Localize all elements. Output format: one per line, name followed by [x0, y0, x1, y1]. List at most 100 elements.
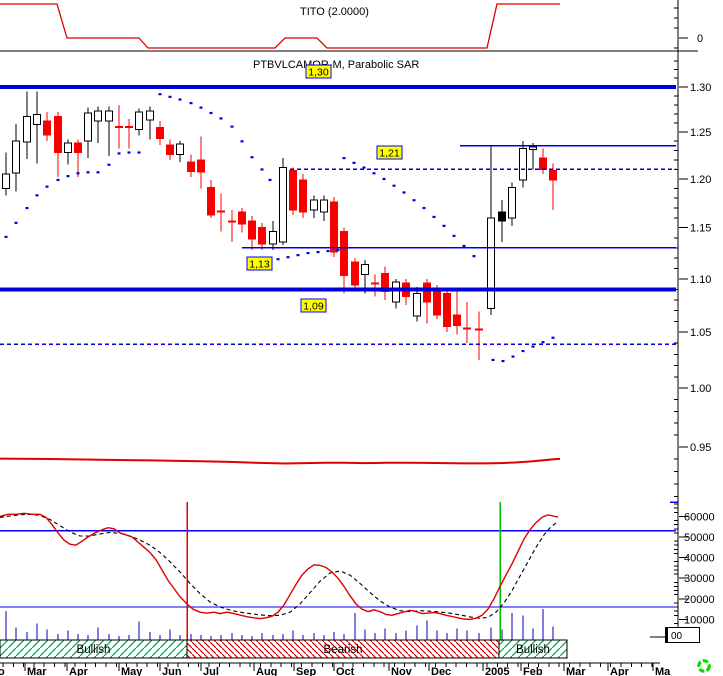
ribbon-label: Bullish	[77, 644, 111, 656]
sar-dot	[362, 166, 366, 169]
sar-dot	[158, 93, 162, 96]
candlestick	[115, 126, 123, 129]
sar-dot	[240, 140, 244, 143]
sar-dot	[452, 234, 456, 237]
sar-dot	[268, 178, 272, 182]
month-label: Apr	[610, 666, 630, 676]
tito-step-line	[0, 3, 560, 49]
indicator-thresholds	[0, 530, 676, 608]
price-axis: 0.95 1.00 1.05 1.10 1.15 1.20 1.25 1.30	[674, 60, 711, 497]
candlestick	[508, 187, 516, 219]
candlestick	[487, 217, 495, 309]
volume-bars	[5, 609, 554, 640]
price-axis-label: 1.25	[690, 127, 711, 139]
parabolic-sar-dots	[4, 93, 555, 363]
price-flag[interactable]: 1,21	[376, 145, 403, 160]
candlestick	[12, 140, 20, 174]
sar-dot	[286, 256, 290, 259]
month-label: o	[0, 666, 5, 676]
indicator-axis-label: 60000	[684, 511, 715, 523]
candlestick	[43, 120, 51, 136]
sar-dot	[382, 177, 386, 181]
price-flag[interactable]: 1,30	[305, 64, 332, 79]
ribbon-label: Bearish	[324, 644, 363, 656]
sar-dot	[336, 248, 340, 252]
candlestick	[351, 261, 359, 286]
price-flag[interactable]: 1,09	[300, 298, 327, 313]
indicator-axis-label: 50000	[684, 532, 715, 544]
price-flag-label: 1,13	[249, 259, 270, 271]
price-flag[interactable]: 1,13	[246, 256, 273, 271]
candlestick	[156, 126, 164, 139]
sar-dot	[168, 95, 172, 98]
price-flags[interactable]: 1,30 1,21 1,13 1,09	[246, 64, 403, 313]
sar-dot	[326, 249, 330, 253]
candlestick	[228, 220, 236, 223]
sar-dot	[189, 102, 193, 105]
candlestick	[84, 112, 92, 142]
top-axis: 0	[674, 7, 703, 49]
price-axis-label: 1.20	[690, 174, 711, 186]
sar-dot	[250, 156, 254, 159]
candlestick	[279, 166, 287, 243]
candlestick	[248, 220, 256, 240]
month-axis: o Mar Apr May Jun Jul Aug Sep Oct Nov Dec 2005 Feb Ma…	[0, 662, 671, 676]
sar-dot	[25, 206, 29, 210]
sar-dot	[230, 125, 234, 128]
sar-dot	[107, 163, 111, 166]
candlestick	[176, 143, 184, 155]
candlestick	[2, 173, 10, 189]
candlestick	[269, 231, 277, 245]
price-axis-label: 1.00	[690, 383, 711, 395]
candlestick	[135, 111, 143, 130]
price-flag-label: 1,21	[379, 148, 400, 160]
candlestick	[146, 110, 154, 121]
candlestick	[453, 314, 461, 327]
price-flag-box[interactable]	[300, 298, 327, 313]
ribbon-label: Bullish	[516, 644, 550, 656]
sar-dot	[45, 185, 49, 188]
sar-dot	[392, 184, 396, 187]
candlestick	[197, 159, 205, 173]
candlestick	[207, 187, 215, 216]
status-icon[interactable]	[697, 659, 711, 673]
counter-box-value: 00	[671, 631, 683, 642]
candlestick	[475, 328, 483, 331]
sar-dot	[35, 194, 39, 197]
indicator-lines	[0, 512, 559, 621]
sar-dot	[422, 206, 426, 210]
price-flag-box[interactable]	[305, 64, 332, 79]
sar-dot	[276, 258, 280, 261]
price-flag-box[interactable]	[376, 145, 403, 160]
sar-dot	[56, 178, 60, 182]
sar-dot	[306, 251, 310, 255]
counter-box-edge	[665, 627, 668, 643]
price-axis-label: 1.30	[690, 82, 711, 94]
sar-dot	[442, 224, 446, 227]
pane-frame	[0, 0, 698, 627]
candlestick	[433, 287, 441, 316]
price-flag-label: 1,30	[308, 67, 329, 79]
month-label: Jun	[162, 666, 182, 676]
month-label: Aug	[256, 666, 277, 676]
month-label: Oct	[336, 666, 355, 676]
indicator-axis-label: 10000	[684, 614, 715, 626]
support-resistance-lines	[0, 85, 676, 345]
sar-dot	[511, 355, 515, 358]
candlestick	[340, 231, 348, 277]
green-ring-icon[interactable]	[697, 659, 711, 673]
price-pane-title[interactable]: PTBVLCAMOR-M, Parabolic SAR	[253, 59, 420, 71]
price-flag-box[interactable]	[246, 256, 273, 271]
candlestick	[371, 282, 379, 285]
price-axis-label: 1.15	[690, 223, 711, 235]
month-label: Mar	[27, 666, 47, 676]
candlestick	[187, 161, 195, 172]
sar-dot	[531, 345, 535, 348]
candlestick	[33, 114, 41, 126]
candlestick	[423, 282, 431, 303]
month-label: Apr	[69, 666, 89, 676]
top-pane-title[interactable]: TITO (2.0000)	[300, 6, 369, 18]
sar-dot	[296, 254, 300, 257]
candlestick	[549, 169, 557, 181]
